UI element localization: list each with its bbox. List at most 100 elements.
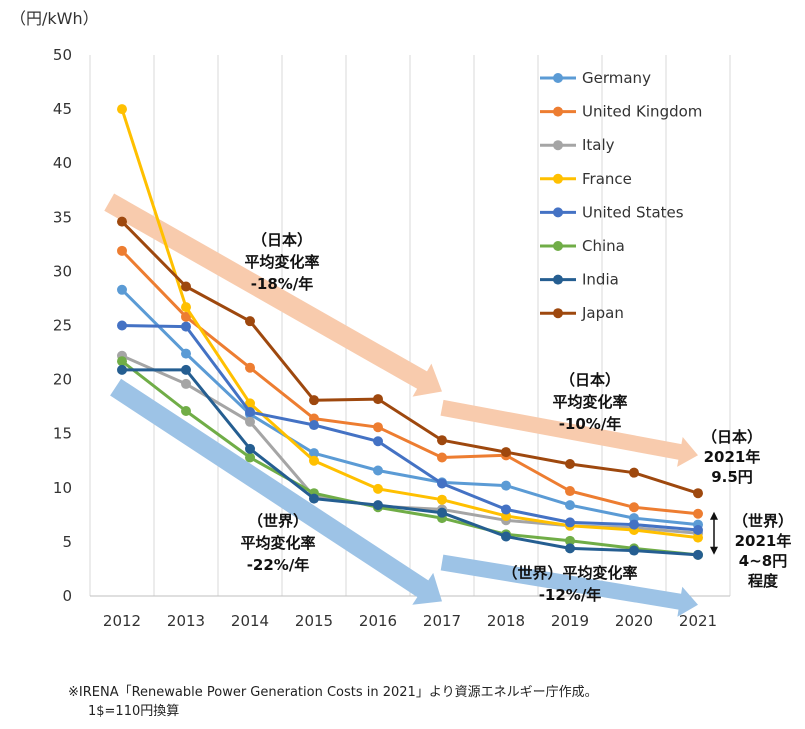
data-point (373, 465, 383, 475)
annotation-line: 2021年 (735, 532, 792, 550)
legend-swatch-marker (553, 275, 563, 285)
y-tick-label: 10 (53, 479, 72, 497)
annotation-line: -18%/年 (251, 275, 314, 293)
y-axis: 05101520253035404550 (53, 46, 72, 605)
legend-item: India (540, 271, 619, 289)
y-tick-label: 20 (53, 371, 72, 389)
data-point (629, 468, 639, 478)
data-point (501, 504, 511, 514)
x-tick-label: 2020 (615, 612, 653, 630)
x-tick-label: 2016 (359, 612, 397, 630)
legend-label: Japan (581, 304, 624, 322)
range-arrow-up (710, 512, 718, 520)
data-point (373, 436, 383, 446)
x-axis: 2012 2013 2014 2015 2016 2017 2018 2019 2020 2021 (103, 612, 717, 630)
legend-swatch-marker (553, 140, 563, 150)
y-tick-label: 15 (53, 425, 72, 443)
y-tick-label: 5 (62, 533, 72, 551)
y-tick-label: 25 (53, 317, 72, 335)
legend-label: India (582, 271, 619, 289)
annotation-line: （世界）平均変化率 (502, 564, 637, 582)
legend-swatch-marker (553, 174, 563, 184)
data-point (245, 453, 255, 463)
legend-item: Germany (540, 69, 651, 87)
data-point (629, 520, 639, 530)
y-tick-label: 30 (53, 262, 72, 280)
data-point (181, 349, 191, 359)
legend-label: China (582, 237, 625, 255)
data-point (437, 478, 447, 488)
legend-swatch-marker (553, 241, 563, 251)
annotation-line: （日本） (560, 371, 620, 389)
x-tick-label: 2021 (679, 612, 717, 630)
legend-label: Italy (582, 136, 615, 154)
data-point (181, 322, 191, 332)
y-tick-label: 40 (53, 154, 72, 172)
data-point (181, 379, 191, 389)
legend-swatch-marker (553, 73, 563, 83)
data-point (501, 531, 511, 541)
data-point (565, 517, 575, 527)
range-indicator (710, 512, 718, 555)
data-point (245, 316, 255, 326)
legend-item: France (540, 170, 632, 188)
annotation-line: 9.5円 (711, 468, 753, 486)
legend-swatch-marker (553, 207, 563, 217)
annotation-line: 程度 (748, 572, 779, 590)
data-point (693, 488, 703, 498)
legend-label: United States (582, 203, 684, 221)
data-point (565, 459, 575, 469)
data-point (565, 543, 575, 553)
x-tick-label: 2018 (487, 612, 525, 630)
annotation-line: -12%/年 (539, 586, 602, 604)
data-point (309, 494, 319, 504)
annotation-line: （世界） (248, 512, 308, 530)
data-point (373, 394, 383, 404)
x-tick-label: 2014 (231, 612, 269, 630)
data-point (117, 285, 127, 295)
y-tick-label: 50 (53, 46, 72, 64)
x-tick-label: 2015 (295, 612, 333, 630)
legend-item: United States (540, 203, 684, 221)
annotation-line: -22%/年 (247, 556, 310, 574)
legend-swatch-marker (553, 107, 563, 117)
data-point (245, 363, 255, 373)
legend-label: France (582, 170, 632, 188)
annotation-line: 4~8円 (739, 552, 787, 570)
y-axis-label: （円/kWh） (10, 9, 99, 28)
annotation: （世界） 平均変化率 -22%/年 (240, 512, 315, 574)
data-point (117, 365, 127, 375)
data-point (181, 365, 191, 375)
data-point (309, 395, 319, 405)
legend: Germany United Kingdom Italy France United S… (540, 69, 702, 322)
data-point (501, 447, 511, 457)
data-point (309, 456, 319, 466)
x-tick-label: 2017 (423, 612, 461, 630)
legend-swatch-marker (553, 308, 563, 318)
data-point (373, 484, 383, 494)
data-point (437, 453, 447, 463)
annotation-line: 2021年 (704, 448, 761, 466)
annotation-line: 平均変化率 (244, 253, 319, 271)
y-tick-label: 45 (53, 100, 72, 118)
annotation-line: 平均変化率 (552, 393, 627, 411)
data-point (117, 104, 127, 114)
annotation-line: （世界） (733, 512, 793, 530)
annotation-line: 平均変化率 (240, 534, 315, 552)
data-point (693, 525, 703, 535)
y-tick-label: 35 (53, 208, 72, 226)
x-tick-label: 2013 (167, 612, 205, 630)
data-point (437, 508, 447, 518)
data-point (117, 356, 127, 366)
data-point (373, 422, 383, 432)
data-point (629, 546, 639, 556)
legend-item: China (540, 237, 625, 255)
annotation: （日本） 平均変化率 -10%/年 (552, 371, 627, 433)
range-arrow-down (710, 547, 718, 555)
data-point (437, 495, 447, 505)
data-point (117, 246, 127, 256)
legend-item: United Kingdom (540, 103, 702, 121)
annotation-line: （日本） (252, 231, 312, 249)
footnote: ※IRENA「Renewable Power Generation Costs … (68, 683, 598, 721)
